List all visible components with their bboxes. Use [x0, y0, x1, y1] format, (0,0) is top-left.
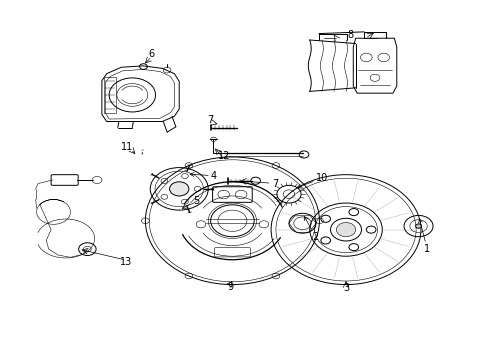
Text: 7: 7: [272, 179, 278, 189]
Circle shape: [169, 182, 188, 196]
Text: 4: 4: [190, 171, 217, 181]
Circle shape: [415, 224, 421, 228]
Text: 5: 5: [182, 195, 199, 208]
Text: 8: 8: [347, 30, 353, 40]
Text: 12: 12: [218, 151, 230, 161]
Text: 10: 10: [297, 173, 327, 188]
Text: 7: 7: [207, 116, 213, 125]
Text: 6: 6: [148, 49, 154, 59]
Text: 1: 1: [418, 219, 429, 254]
Text: 2: 2: [304, 216, 318, 242]
Circle shape: [336, 222, 355, 237]
Text: 11: 11: [121, 142, 133, 152]
Text: 9: 9: [226, 282, 233, 292]
Text: 13: 13: [120, 257, 132, 266]
Text: 3: 3: [342, 283, 348, 293]
